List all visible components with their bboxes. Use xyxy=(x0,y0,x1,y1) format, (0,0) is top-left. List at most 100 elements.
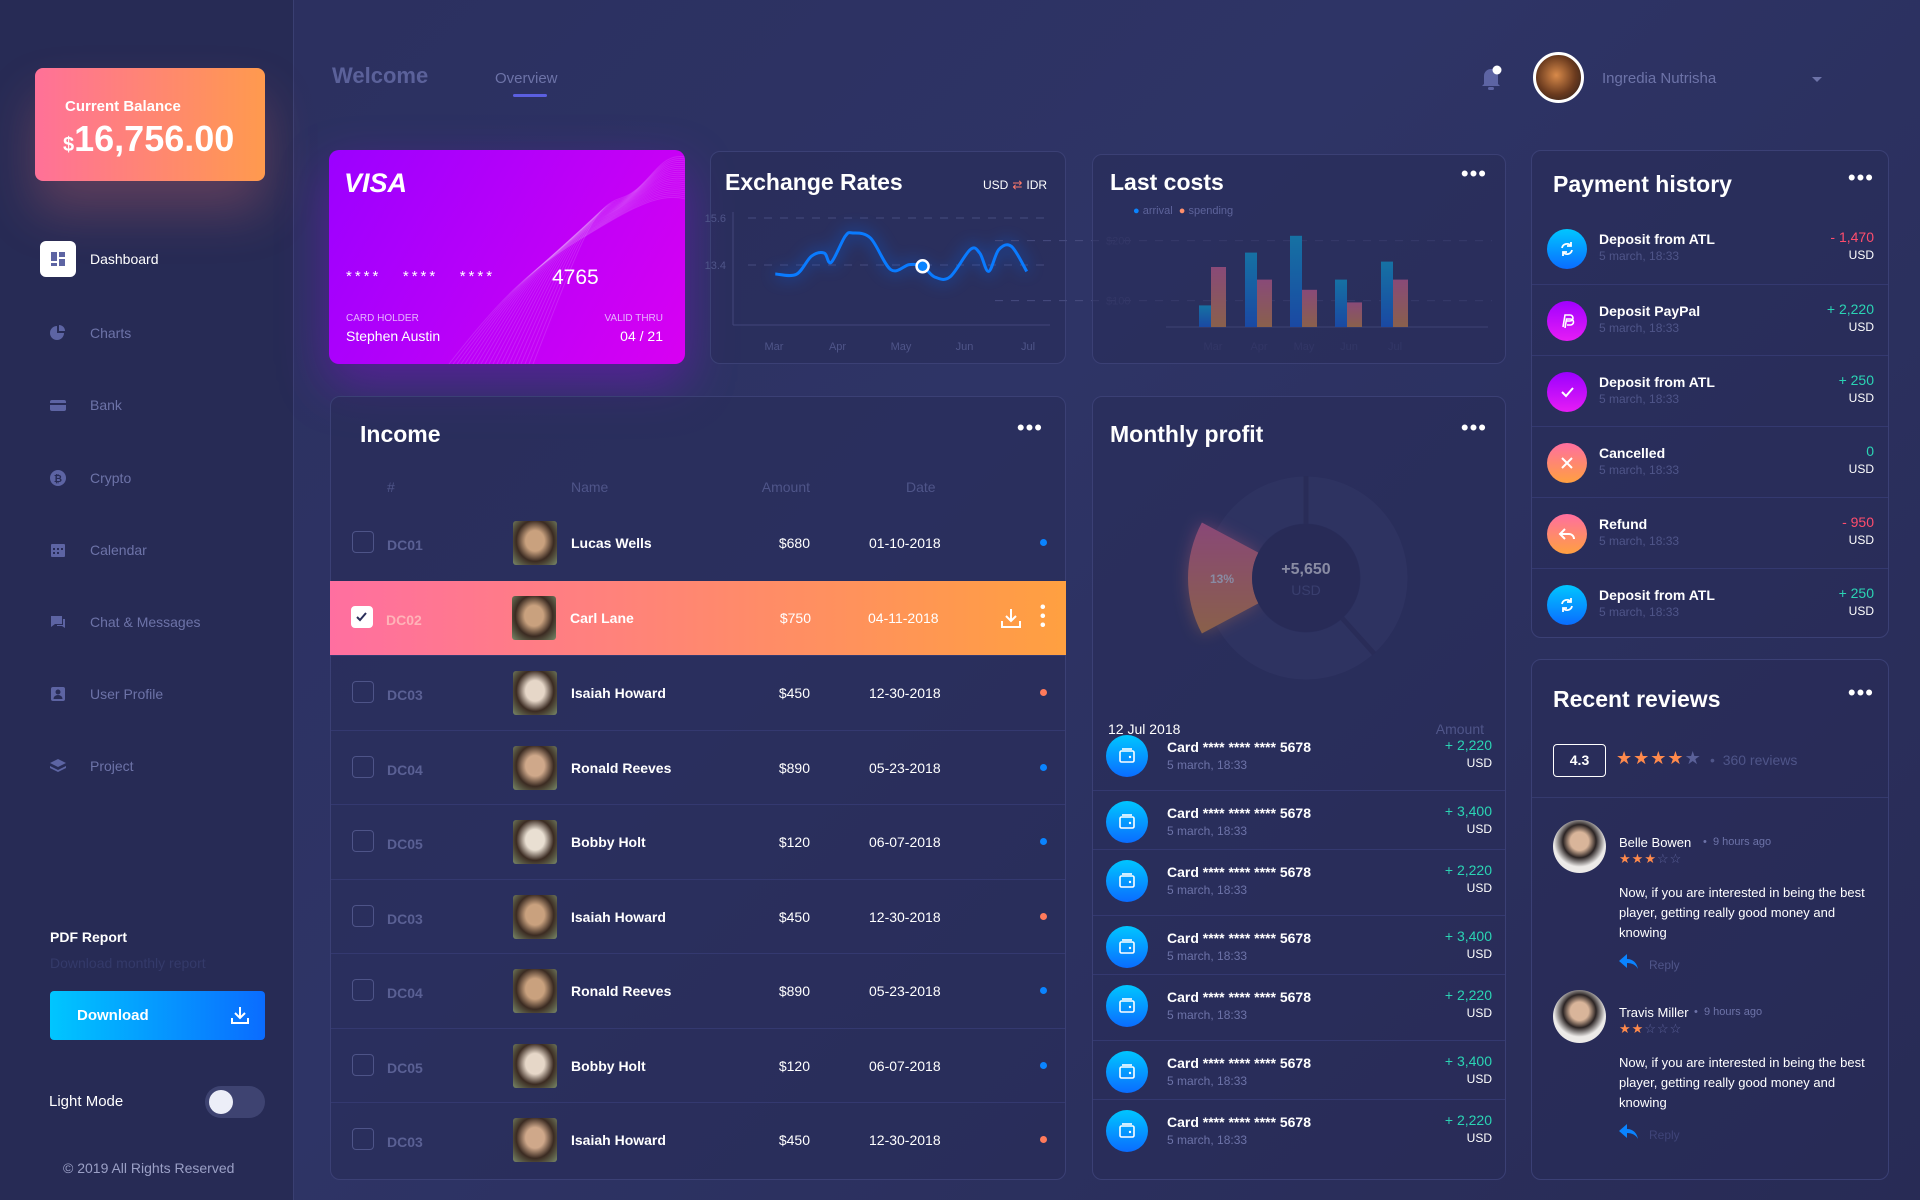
payment-time: 5 march, 18:33 xyxy=(1599,392,1680,406)
legend-arrival-dot-icon: ● xyxy=(1133,205,1140,217)
notification-bell-icon[interactable] xyxy=(1480,64,1504,92)
reply-icon xyxy=(1619,954,1639,975)
row-checkbox[interactable] xyxy=(352,1053,374,1076)
table-row[interactable]: DC04 Ronald Reeves $890 05-23-2018 xyxy=(331,953,1065,1027)
currency-pair[interactable]: USD ⇄ IDR xyxy=(983,178,1047,192)
table-row-selected[interactable]: DC02 Carl Lane $750 04-11-2018 • • • xyxy=(330,580,1066,655)
valid-thru-label: VALID THRU xyxy=(604,313,663,324)
row-checkbox[interactable] xyxy=(352,904,374,927)
profit-item-title: Card **** **** **** 5678 xyxy=(1167,1055,1311,1071)
payment-item[interactable]: Deposit PayPal 5 march, 18:33 + 2,220 USD xyxy=(1532,284,1888,355)
row-id: DC01 xyxy=(387,537,423,553)
row-amount: $450 xyxy=(778,685,810,701)
profit-item[interactable]: Card **** **** **** 5678 5 march, 18:33 + … xyxy=(1093,725,1505,787)
wallet-icon xyxy=(1106,985,1148,1027)
user-menu-caret-icon[interactable] xyxy=(1812,77,1822,82)
table-row[interactable]: DC05 Bobby Holt $120 06-07-2018 xyxy=(331,1027,1065,1102)
table-row[interactable]: DC03 Isaiah Howard $450 12-30-2018 xyxy=(331,1102,1065,1176)
reply-icon xyxy=(1619,1124,1639,1145)
more-options-button[interactable]: ••• xyxy=(1460,415,1487,440)
sidebar-item-charts[interactable]: Charts xyxy=(40,315,131,351)
payment-amount: - 1,470 xyxy=(1830,229,1874,245)
tab-overview[interactable]: Overview xyxy=(495,70,558,87)
layers-icon xyxy=(40,748,76,784)
status-dot xyxy=(1040,987,1047,994)
profit-item[interactable]: Card **** **** **** 5678 5 march, 18:33 + … xyxy=(1093,790,1505,852)
bitcoin-icon: ₿ xyxy=(40,460,76,496)
pdf-report-title: PDF Report xyxy=(50,929,127,945)
more-options-button[interactable]: ••• xyxy=(1847,165,1874,190)
row-download-icon[interactable] xyxy=(1000,607,1022,634)
rating-score: 4.3 xyxy=(1553,744,1606,777)
profit-item[interactable]: Card **** **** **** 5678 5 march, 18:33 + … xyxy=(1093,974,1505,1036)
reply-label: Reply xyxy=(1649,957,1680,972)
row-checkbox[interactable] xyxy=(352,1128,374,1150)
row-id: DC05 xyxy=(387,1059,423,1076)
row-checkbox[interactable] xyxy=(352,755,374,778)
sidebar-item-dashboard[interactable]: Dashboard xyxy=(40,241,159,277)
profit-item[interactable]: Card **** **** **** 5678 5 march, 18:33 + … xyxy=(1093,915,1505,977)
row-date: 12-30-2018 xyxy=(869,1132,941,1148)
payment-item[interactable]: Deposit from ATL 5 march, 18:33 + 250 USD xyxy=(1532,568,1888,639)
payment-item[interactable]: Deposit from ATL 5 march, 18:33 + 250 USD xyxy=(1532,355,1888,426)
row-amount: $750 xyxy=(779,609,811,626)
income-card: Income ••• # Name Amount Date DC01 Lucas … xyxy=(330,396,1066,1180)
close-icon xyxy=(1547,443,1587,483)
sidebar-item-crypto[interactable]: ₿ Crypto xyxy=(40,460,131,496)
last-costs-card: Last costs ••• ● arrival ● spending xyxy=(1092,154,1506,364)
chat-icon xyxy=(40,604,76,640)
payment-currency: USD xyxy=(1848,248,1874,262)
payment-item[interactable]: Refund 5 march, 18:33 - 950 USD xyxy=(1532,497,1888,568)
sidebar-item-chat-messages[interactable]: Chat & Messages xyxy=(40,604,201,640)
payment-time: 5 march, 18:33 xyxy=(1599,463,1680,477)
card-title: Exchange Rates xyxy=(725,169,903,195)
more-options-button[interactable]: ••• xyxy=(1016,415,1043,440)
visa-card[interactable]: VISA **** **** **** 4765 CARD HOLDER Ste… xyxy=(329,150,685,364)
avatar xyxy=(513,521,557,565)
download-button[interactable]: Download xyxy=(50,991,265,1040)
user-avatar[interactable] xyxy=(1533,52,1584,103)
balance-currency: $ xyxy=(63,134,75,156)
row-checkbox[interactable] xyxy=(352,531,374,553)
profit-item[interactable]: Card **** **** **** 5678 5 march, 18:33 + … xyxy=(1093,1099,1505,1161)
user-name[interactable]: Ingredia Nutrisha xyxy=(1602,70,1717,87)
sidebar-item-calendar[interactable]: Calendar xyxy=(40,532,147,568)
reply-button[interactable]: Reply xyxy=(1619,954,1680,975)
row-date: 05-23-2018 xyxy=(869,983,941,999)
valid-thru-value: 04 / 21 xyxy=(620,328,663,344)
table-row[interactable]: DC03 Isaiah Howard $450 12-30-2018 xyxy=(331,655,1065,729)
table-row[interactable]: DC05 Bobby Holt $120 06-07-2018 xyxy=(331,804,1065,878)
avatar xyxy=(513,671,557,715)
profit-item[interactable]: Card **** **** **** 5678 5 march, 18:33 + … xyxy=(1093,849,1505,911)
row-date: 06-07-2018 xyxy=(869,1057,941,1074)
wallet-icon xyxy=(1106,1051,1148,1093)
row-more-icon[interactable]: • • • xyxy=(1040,598,1046,634)
row-amount: $890 xyxy=(778,759,810,776)
row-checkbox[interactable] xyxy=(351,605,373,628)
current-balance-card: Current Balance $16,756.00 xyxy=(35,68,265,181)
card-number-mask: **** **** **** xyxy=(346,268,496,285)
card-title: Last costs xyxy=(1110,169,1224,195)
table-row[interactable]: DC04 Ronald Reeves $890 05-23-2018 xyxy=(331,729,1065,804)
sidebar-item-user-profile[interactable]: User Profile xyxy=(40,676,163,712)
legend-spending-dot-icon: ● xyxy=(1178,205,1186,217)
sidebar-item-project[interactable]: Project xyxy=(40,748,134,784)
review-stars: ★★★☆☆ xyxy=(1619,851,1683,866)
row-checkbox[interactable] xyxy=(352,830,374,852)
balance-value: $16,756.00 xyxy=(63,118,234,160)
balance-amount: 16,756.00 xyxy=(74,118,235,159)
reply-button[interactable]: Reply xyxy=(1619,1124,1680,1145)
review-time: 9 hours ago xyxy=(1703,1006,1763,1018)
row-checkbox[interactable] xyxy=(352,681,374,703)
profit-item[interactable]: Card **** **** **** 5678 5 march, 18:33 + … xyxy=(1093,1040,1505,1102)
card-last4: 4765 xyxy=(552,266,599,289)
table-row[interactable]: DC01 Lucas Wells $680 01-10-2018 xyxy=(331,506,1065,580)
payment-item[interactable]: Deposit from ATL 5 march, 18:33 - 1,470 USD xyxy=(1532,213,1888,284)
more-options-button[interactable]: ••• xyxy=(1460,161,1487,186)
row-checkbox[interactable] xyxy=(352,979,374,1001)
light-mode-toggle[interactable] xyxy=(205,1086,265,1118)
payment-item[interactable]: Cancelled 5 march, 18:33 0 USD xyxy=(1532,426,1888,497)
more-options-button[interactable]: ••• xyxy=(1847,680,1874,705)
sidebar-item-bank[interactable]: Bank xyxy=(40,387,122,423)
table-row[interactable]: DC03 Isaiah Howard $450 12-30-2018 xyxy=(331,878,1065,953)
